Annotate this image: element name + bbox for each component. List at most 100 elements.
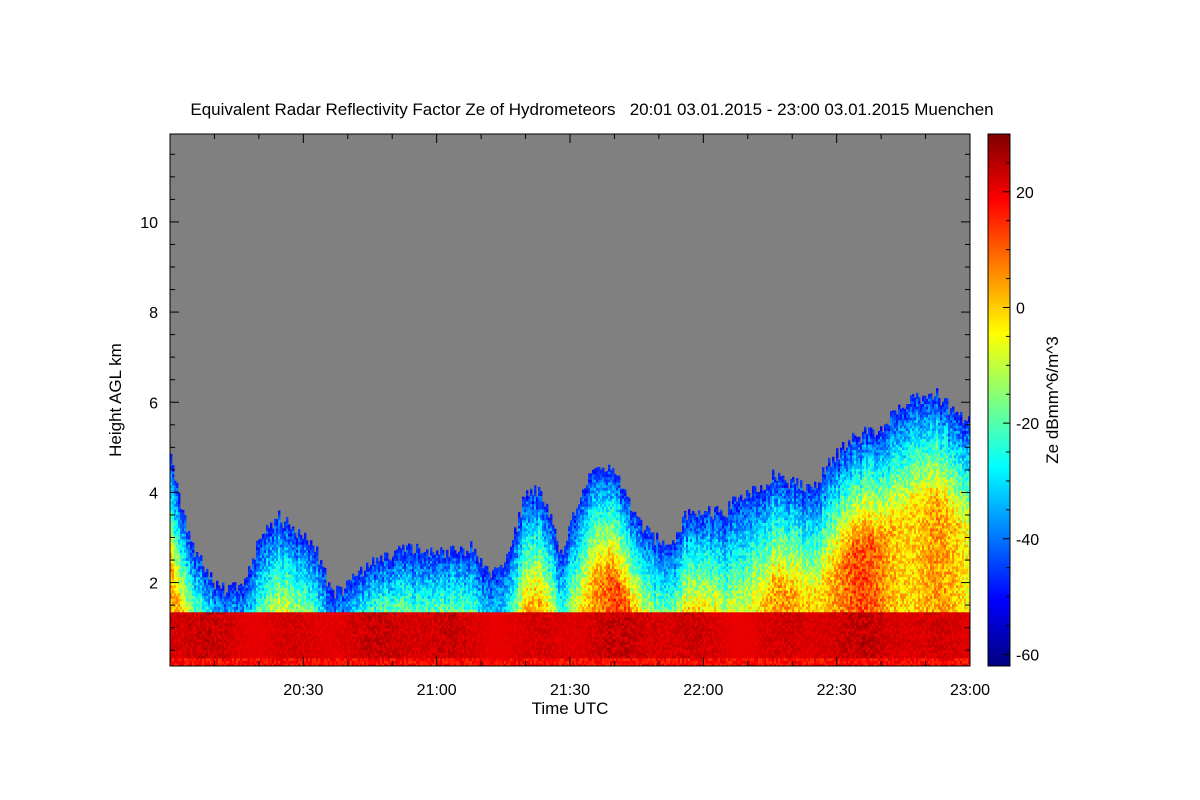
- reflectivity-cell: [324, 579, 326, 582]
- reflectivity-cell: [286, 517, 288, 520]
- reflectivity-cell: [288, 524, 290, 525]
- reflectivity-cell: [172, 471, 174, 474]
- reflectivity-cell: [222, 588, 224, 591]
- reflectivity-cell: [298, 531, 300, 534]
- reflectivity-cell: [324, 577, 326, 580]
- reflectivity-cell: [294, 533, 296, 534]
- reflectivity-cell: [312, 545, 314, 547]
- reflectivity-cell: [340, 590, 342, 593]
- reflectivity-cell: [172, 477, 174, 480]
- reflectivity-cell: [278, 517, 280, 520]
- reflectivity-cell: [196, 552, 198, 555]
- reflectivity-cell: [200, 563, 202, 566]
- reflectivity-cell: [216, 582, 218, 585]
- reflectivity-cell: [340, 588, 342, 591]
- reflectivity-cell: [324, 571, 326, 574]
- reflectivity-cell: [316, 547, 318, 550]
- reflectivity-cell: [316, 550, 318, 553]
- reflectivity-cell: [176, 483, 178, 485]
- reflectivity-cell: [386, 555, 388, 558]
- chart-title: Equivalent Radar Reflectivity Factor Ze …: [190, 100, 993, 119]
- reflectivity-cell: [380, 558, 382, 561]
- reflectivity-cell: [192, 552, 194, 555]
- reflectivity-cell: [288, 525, 290, 528]
- reflectivity-cell: [222, 590, 224, 593]
- plot-area: [170, 134, 970, 666]
- reflectivity-cell: [286, 520, 288, 523]
- reflectivity-cell: [184, 528, 186, 531]
- reflectivity-cell: [200, 555, 202, 558]
- reflectivity-cell: [248, 566, 250, 569]
- reflectivity-cell: [222, 583, 224, 586]
- reflectivity-cell: [222, 585, 224, 588]
- reflectivity-cell: [212, 583, 214, 585]
- reflectivity-cell: [178, 498, 180, 501]
- reflectivity-cell: [360, 569, 362, 572]
- reflectivity-cell: [184, 517, 186, 520]
- reflectivity-cell: [292, 528, 294, 531]
- reflectivity-cell: [196, 552, 198, 553]
- reflectivity-cell: [182, 510, 184, 512]
- reflectivity-cell: [182, 512, 184, 515]
- reflectivity-cell: [324, 582, 326, 585]
- reflectivity-cell: [210, 579, 212, 582]
- reflectivity-cell: [184, 515, 186, 518]
- reflectivity-cell: [206, 569, 208, 572]
- reflectivity-cell: [270, 523, 272, 526]
- reflectivity-cell: [316, 558, 318, 561]
- reflectivity-cell: [222, 593, 224, 596]
- reflectivity-cell: [402, 545, 404, 548]
- reflectivity-cell: [324, 574, 326, 577]
- reflectivity-cell: [310, 542, 312, 545]
- reflectivity-cell: [316, 555, 318, 558]
- reflectivity-cell: [234, 582, 236, 585]
- reflectivity-cell: [304, 533, 306, 534]
- reflectivity-cell: [324, 569, 326, 572]
- reflectivity-cell: [366, 563, 368, 566]
- reflectivity-cell: [210, 572, 212, 574]
- reflectivity-cell: [278, 511, 280, 513]
- reflectivity-cell: [190, 541, 192, 542]
- reflectivity-cell: [328, 585, 330, 588]
- reflectivity-cell: [332, 590, 334, 593]
- reflectivity-cell: [206, 574, 208, 577]
- reflectivity-cell: [206, 577, 208, 580]
- reflectivity-cell: [178, 496, 180, 499]
- reflectivity-cell: [234, 588, 236, 591]
- reflectivity-cell: [192, 547, 194, 550]
- reflectivity-cell: [184, 523, 186, 526]
- reflectivity-cell: [278, 515, 280, 518]
- reflectivity-cell: [386, 553, 388, 556]
- reflectivity-cell: [174, 481, 176, 483]
- reflectivity-cell: [240, 584, 242, 586]
- reflectivity-cell: [184, 525, 186, 528]
- reflectivity-cell: [178, 501, 180, 504]
- reflectivity-cell: [306, 540, 308, 542]
- reflectivity-cell: [176, 485, 178, 488]
- reflectivity-cell: [212, 585, 214, 588]
- reflectivity-cell: [210, 577, 212, 580]
- reflectivity-cell: [398, 546, 400, 548]
- reflectivity-cell: [320, 563, 322, 566]
- reflectivity-cell: [192, 543, 194, 545]
- reflectivity-cell: [270, 525, 272, 528]
- reflectivity-cell: [352, 574, 354, 575]
- reflectivity-cell: [188, 536, 190, 539]
- reflectivity-cell: [332, 590, 334, 591]
- reflectivity-cell: [184, 520, 186, 523]
- reflectivity-cell: [320, 561, 322, 564]
- reflectivity-cell: [270, 522, 272, 523]
- reflectivity-cell: [312, 547, 314, 550]
- reflectivity-cell: [202, 569, 204, 572]
- reflectivity-cell: [328, 582, 330, 585]
- reflectivity-cell: [332, 596, 334, 599]
- reflectivity-cell: [192, 550, 194, 553]
- reflectivity-cell: [316, 552, 318, 555]
- reflectivity-cell: [300, 536, 302, 539]
- reflectivity-cell: [172, 465, 174, 466]
- reflectivity-cell: [340, 593, 342, 596]
- reflectivity-cell: [192, 544, 194, 547]
- reflectivity-cell: [380, 555, 382, 558]
- reflectivity-cell: [218, 585, 220, 587]
- reflectivity-cell: [294, 533, 296, 536]
